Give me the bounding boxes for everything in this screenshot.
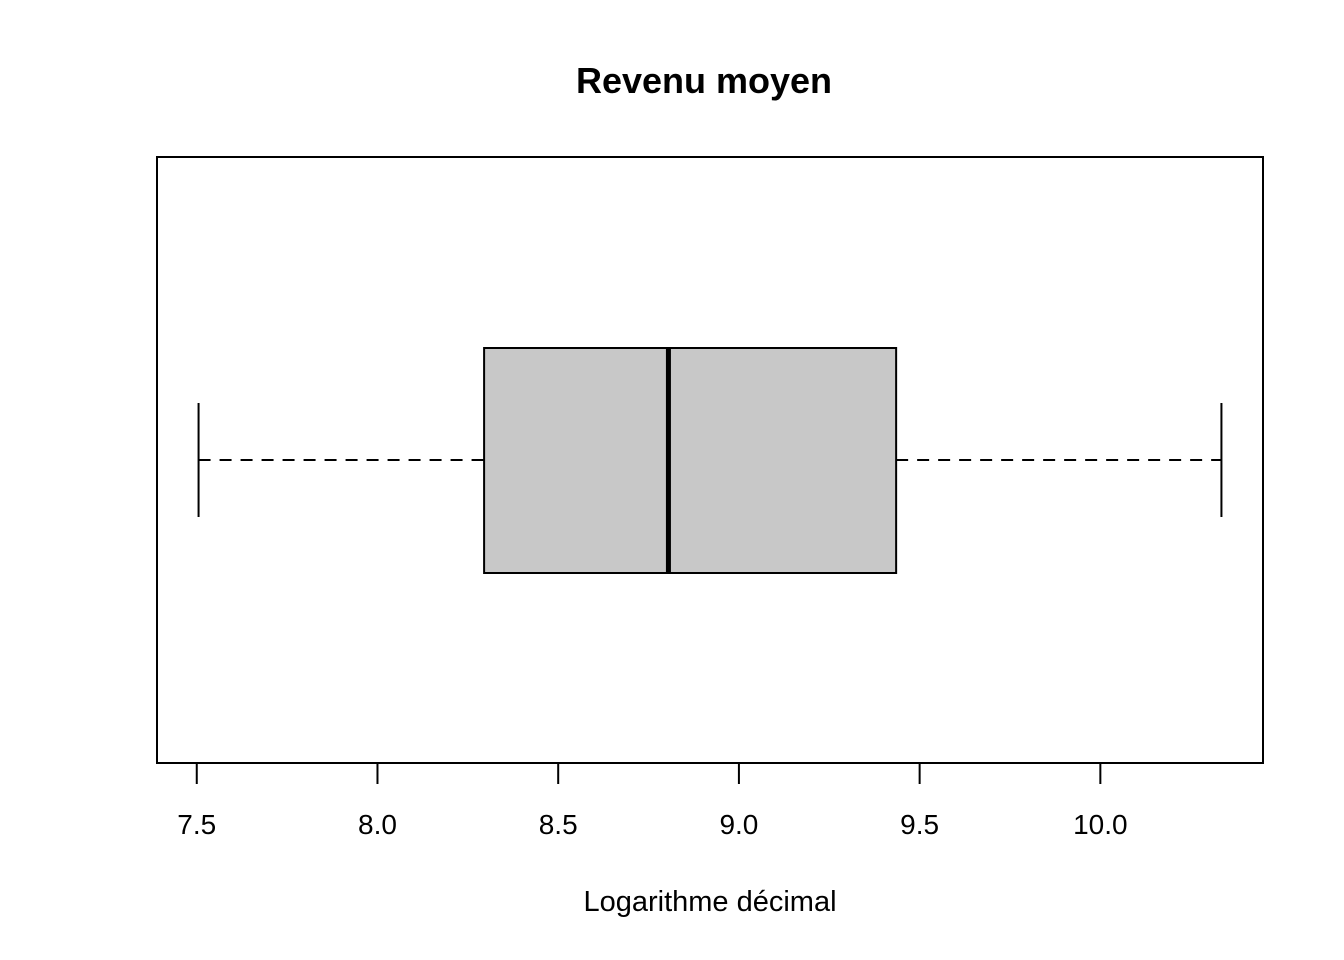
interquartile-box <box>483 347 898 574</box>
box-layer <box>483 347 898 574</box>
chart-title: Revenu moyen <box>576 60 832 101</box>
x-tick-label: 8.5 <box>539 809 578 840</box>
x-tick-label: 7.5 <box>177 809 216 840</box>
x-tick-label: 9.5 <box>900 809 939 840</box>
x-axis-label: Logarithme décimal <box>583 886 836 918</box>
x-tick-label: 9.0 <box>719 809 758 840</box>
x-axis: 7.5 8.0 8.5 9.0 9.5 10.0 <box>177 762 1128 840</box>
x-tick-label: 10.0 <box>1073 809 1128 840</box>
whisker-layer <box>197 403 1223 517</box>
x-tick-label: 8.0 <box>358 809 397 840</box>
